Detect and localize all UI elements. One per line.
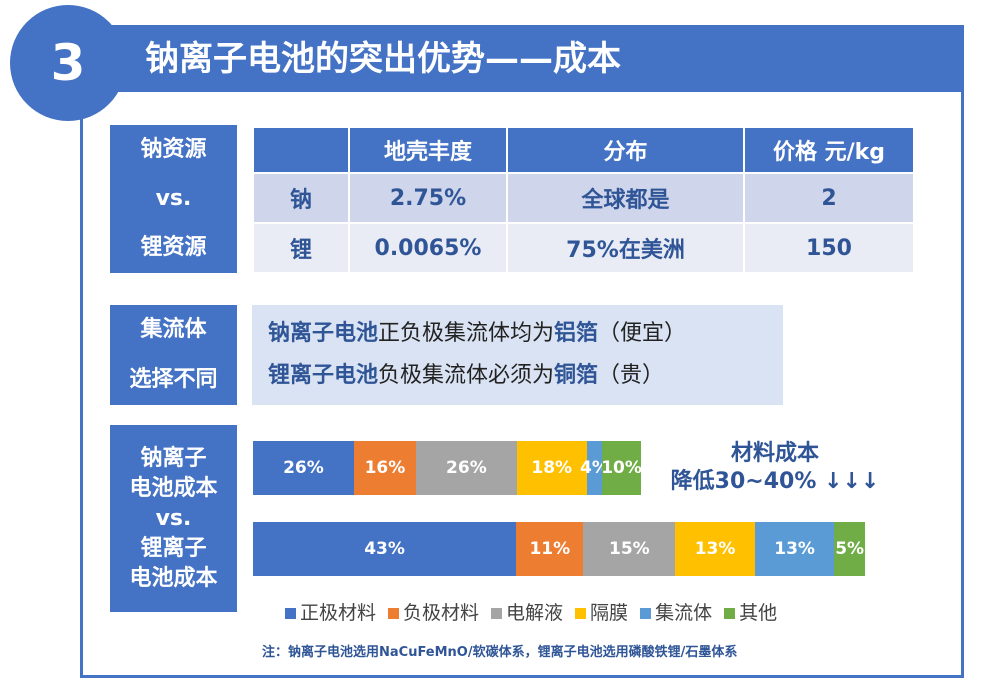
label-line: 集流体 [140, 317, 207, 342]
legend-item: 电解液 [491, 598, 563, 625]
legend-item: 集流体 [640, 598, 712, 625]
text: （贵） [598, 363, 665, 388]
emph: 铝箔 [554, 321, 599, 346]
annotation-line: 材料成本 [730, 441, 819, 466]
bar-segment-正极材料: 43% [253, 522, 517, 576]
emph: 铜箔 [554, 363, 599, 388]
legend-item: 正极材料 [285, 598, 376, 625]
col-header: 地壳丰度 [348, 126, 508, 174]
annotation-line: 降低30~40% ↓↓↓ [670, 469, 880, 494]
legend-label: 电解液 [506, 602, 564, 624]
lithium-cost-bar: 43% 11% 15% 13% 13% 5% [253, 522, 865, 576]
data-label: 43% [364, 539, 405, 559]
legend: 正极材料 负极材料 电解液 隔膜 集流体 其他 [285, 598, 777, 625]
collector-line: 锂离子电池负极集流体必须为铜箔（贵） [268, 355, 767, 397]
cell: 钠 [252, 172, 350, 224]
bar-segment-其他: 5% [834, 522, 865, 576]
text: 负极集流体必须为 [378, 363, 555, 388]
data-label: 11% [529, 539, 571, 559]
collector-label: 集流体 选择不同 [110, 305, 237, 405]
cell: 150 [743, 222, 915, 274]
data-label: 26% [283, 458, 324, 478]
bar-segment-其他: 10% [601, 441, 642, 495]
cell: 2.75% [348, 172, 508, 224]
bar-segment-隔膜: 18% [516, 441, 587, 495]
collector-line: 钠离子电池正负极集流体均为铝箔（便宜） [268, 313, 767, 355]
legend-swatch [724, 608, 736, 619]
bar-segment-集流体: 13% [754, 522, 835, 576]
cost-annotation: 材料成本 降低30~40% ↓↓↓ [660, 440, 890, 496]
emph: 钠离子电池 [268, 321, 379, 346]
legend-item: 其他 [724, 598, 777, 625]
cell: 0.0065% [348, 222, 508, 274]
legend-item: 隔膜 [575, 598, 628, 625]
data-label: 15% [609, 539, 650, 559]
table-row: 钠 2.75% 全球都是 2 [252, 172, 915, 224]
legend-swatch [388, 608, 400, 619]
sodium-cost-bar: 26% 16% 26% 18% 4% 10% [253, 441, 642, 495]
header-bar [60, 25, 964, 92]
legend-label: 负极材料 [403, 602, 480, 624]
col-header [252, 126, 350, 174]
label-line: 电池成本 [129, 475, 218, 501]
legend-swatch [640, 608, 652, 619]
data-label: 10% [601, 458, 642, 478]
label-line: 选择不同 [129, 367, 218, 392]
bar-segment-电解液: 15% [583, 522, 676, 576]
cell: 2 [743, 172, 915, 224]
legend-label: 其他 [739, 602, 778, 624]
label-line: 锂资源 [140, 235, 207, 261]
table-row: 锂 0.0065% 75%在美洲 150 [252, 222, 915, 274]
section-number: 3 [10, 5, 126, 121]
legend-swatch [285, 608, 296, 619]
cell: 75%在美洲 [506, 222, 745, 274]
label-line: 钠离子 [140, 445, 207, 471]
legend-swatch [575, 608, 587, 619]
label-line: vs. [155, 185, 192, 211]
data-label: 4% [579, 458, 609, 478]
text: 正负极集流体均为 [378, 321, 555, 346]
label-line: vs. [155, 505, 192, 531]
cell: 全球都是 [506, 172, 745, 224]
label-line: 电池成本 [129, 565, 218, 591]
cost-label: 钠离子 电池成本 vs. 锂离子 电池成本 [110, 425, 237, 612]
footnote: 注：钠离子电池选用NaCuFeMnO/软碳体系，锂离子电池选用磷酸铁锂/石墨体系 [262, 645, 738, 660]
collector-text: 钠离子电池正负极集流体均为铝箔（便宜） 锂离子电池负极集流体必须为铜箔（贵） [252, 305, 783, 405]
bar-segment-电解液: 26% [415, 441, 517, 495]
legend-item: 负极材料 [388, 598, 479, 625]
text: （便宜） [598, 321, 687, 346]
data-label: 13% [694, 539, 736, 559]
legend-label: 隔膜 [590, 602, 629, 624]
data-label: 13% [774, 539, 815, 559]
label-line: 钠资源 [140, 136, 207, 162]
col-header: 价格 元/kg [743, 126, 915, 174]
bar-segment-隔膜: 13% [675, 522, 755, 576]
legend-swatch [491, 608, 503, 619]
cell: 锂 [252, 222, 350, 274]
bar-segment-负极材料: 11% [516, 522, 584, 576]
page-title: 钠离子电池的突出优势——成本 [145, 39, 621, 79]
col-header: 分布 [506, 126, 745, 174]
data-label: 26% [446, 458, 487, 478]
bar-segment-负极材料: 16% [353, 441, 416, 495]
legend-label: 正极材料 [300, 602, 377, 624]
label-line: 锂离子 [140, 535, 207, 561]
bar-segment-集流体: 4% [580, 441, 609, 495]
bar-segment-正极材料: 26% [253, 441, 354, 495]
data-label: 16% [364, 458, 406, 478]
emph: 锂离子电池 [268, 363, 379, 388]
resource-table: 地壳丰度 分布 价格 元/kg 钠 2.75% 全球都是 2 锂 0.0065% 75%在美洲… [252, 126, 915, 274]
resource-label: 钠资源 vs. 锂资源 [110, 125, 237, 273]
data-label: 5% [835, 539, 865, 559]
legend-label: 集流体 [655, 602, 713, 624]
data-label: 18% [531, 458, 573, 478]
